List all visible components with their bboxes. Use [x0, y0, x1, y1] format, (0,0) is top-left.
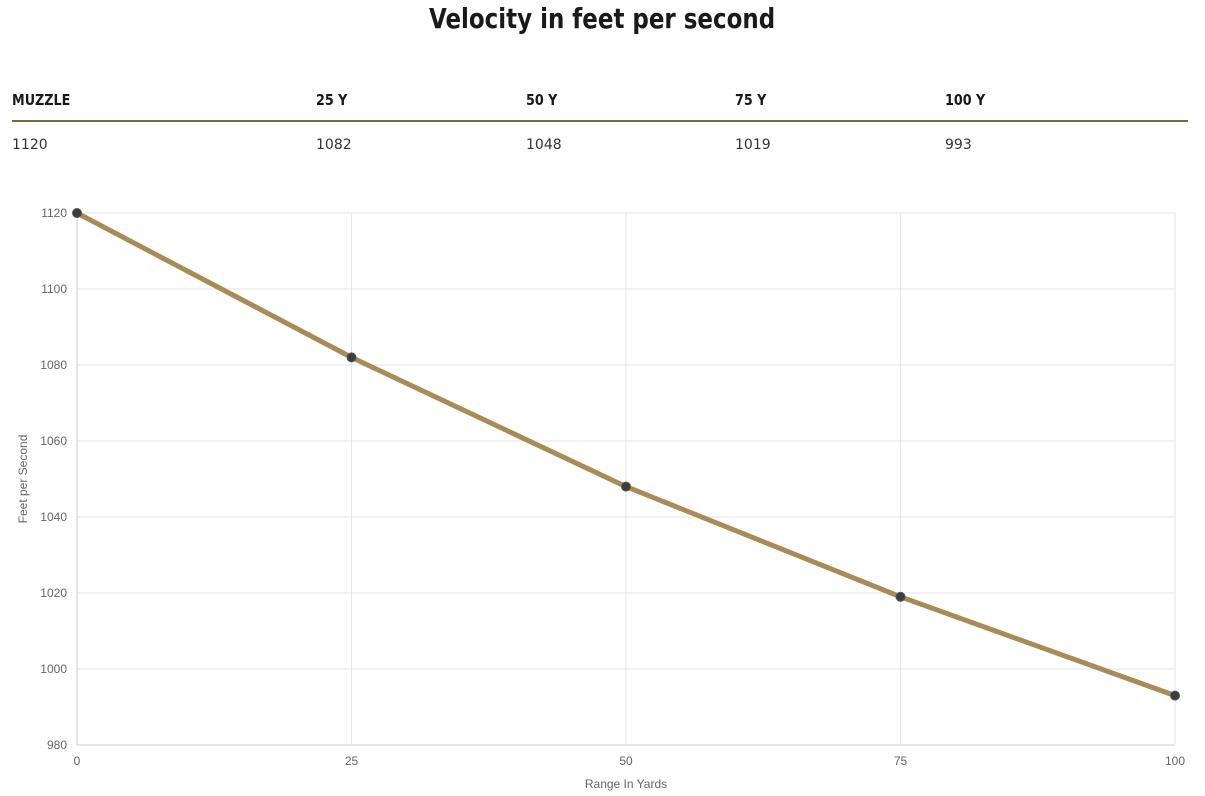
x-tick-label: 0 [74, 754, 81, 768]
data-point [346, 352, 357, 363]
y-tick-label: 1080 [40, 358, 67, 372]
table-row: 1120 1082 1048 1019 993 [12, 122, 1188, 162]
velocity-table: MUZZLE 25 Y 50 Y 75 Y 100 Y 1120 1082 10… [12, 86, 1188, 162]
data-point [72, 208, 82, 218]
y-tick-label: 1000 [40, 662, 67, 676]
value-75y: 1019 [735, 137, 771, 153]
x-tick-label: 50 [619, 754, 633, 768]
header-100y: 100 Y [945, 91, 986, 109]
x-tick-label: 25 [345, 754, 359, 768]
table-header-row: MUZZLE 25 Y 50 Y 75 Y 100 Y [12, 86, 1188, 122]
y-tick-label: 980 [47, 738, 67, 752]
grid-layer [77, 212, 1176, 745]
y-tick-label: 1120 [41, 206, 67, 220]
y-axis-label: Feet per Second [16, 435, 30, 524]
tick-labels: 980 1000 1020 1040 1060 1080 1100 1120 0 25 50 75 10… [40, 206, 1185, 768]
header-75y: 75 Y [735, 91, 767, 109]
x-tick-label: 75 [894, 754, 908, 768]
value-50y: 1048 [526, 137, 562, 153]
x-axis-label: Range In Yards [585, 777, 667, 791]
y-tick-label: 1040 [40, 510, 67, 524]
value-muzzle: 1120 [12, 137, 48, 153]
y-tick-label: 1020 [40, 586, 67, 600]
header-25y: 25 Y [316, 91, 348, 109]
x-tick-label: 100 [1165, 754, 1185, 768]
value-25y: 1082 [316, 137, 352, 153]
data-point [895, 591, 906, 602]
y-tick-label: 1060 [40, 434, 67, 448]
data-point [1170, 690, 1180, 701]
series-layer [72, 208, 1180, 701]
value-100y: 993 [945, 137, 972, 153]
data-point [621, 481, 631, 492]
header-muzzle: MUZZLE [12, 91, 71, 109]
header-50y: 50 Y [526, 91, 558, 109]
axis-layer [76, 213, 1175, 746]
y-tick-label: 1100 [41, 282, 67, 296]
page-title: Velocity in feet per second [428, 2, 776, 35]
